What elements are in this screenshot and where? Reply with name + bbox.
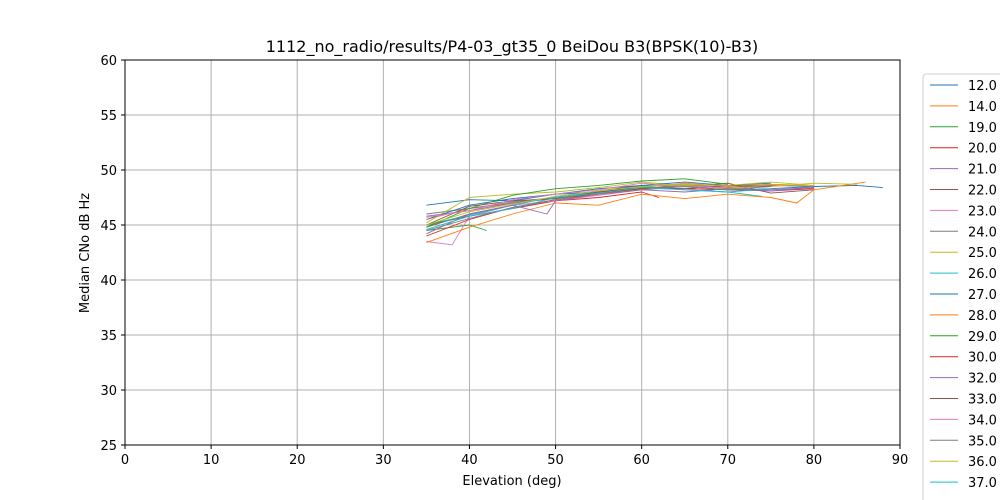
y-axis-label: Median CNo dB Hz: [78, 193, 93, 313]
x-tick-label: 50: [547, 453, 564, 468]
legend-box: [922, 73, 1000, 500]
y-tick-label: 40: [100, 274, 117, 289]
x-tick-label: 80: [806, 453, 823, 468]
legend-entry: 27.0: [968, 288, 997, 303]
y-axis: 25 30 35 40 45 50 55 60: [100, 54, 125, 454]
legend-entry: 35.0: [968, 434, 997, 449]
x-tick-label: 20: [289, 453, 306, 468]
y-tick-label: 30: [100, 384, 117, 399]
y-tick-label: 55: [100, 109, 117, 124]
legend-entry: 19.0: [968, 121, 997, 136]
y-tick-label: 45: [100, 219, 117, 234]
series-line-12-0: [426, 184, 883, 206]
x-tick-label: 70: [720, 453, 737, 468]
series-line-28-0: [426, 181, 866, 244]
legend-entry: 37.0: [968, 476, 997, 491]
y-tick-label: 60: [100, 54, 117, 69]
x-tick-label: 90: [892, 453, 909, 468]
x-tick-label: 40: [461, 453, 478, 468]
legend-entry: 21.0: [968, 163, 997, 178]
legend-entry: 33.0: [968, 393, 997, 408]
legend-entry: 23.0: [968, 204, 997, 219]
legend-entry: 34.0: [968, 413, 997, 428]
x-tick-label: 0: [121, 453, 129, 468]
x-tick-label: 60: [633, 453, 650, 468]
series-line-27-0: [426, 181, 771, 220]
series-line-25-0: [426, 181, 857, 224]
legend-entry: 36.0: [968, 455, 997, 470]
series-line-35-0: [426, 186, 771, 231]
legend-entry: 22.0: [968, 184, 997, 199]
legend: 12.0 14.0 19.0 20.0 21.0 22.0 23.0 24.0 25.0 26.0…: [922, 73, 1000, 500]
legend-entry: 32.0: [968, 372, 997, 387]
x-tick-label: 30: [375, 453, 392, 468]
legend-entry: 30.0: [968, 351, 997, 366]
series-line-37-0: [426, 187, 771, 230]
legend-entry: 29.0: [968, 330, 997, 345]
legend-entry: 28.0: [968, 309, 997, 324]
legend-entry: 14.0: [968, 100, 997, 115]
series-line-34-0: [426, 182, 728, 218]
series-line-33-0: [426, 184, 771, 226]
legend-entry: 24.0: [968, 225, 997, 240]
y-tick-label: 50: [100, 164, 117, 179]
legend-entry: 26.0: [968, 267, 997, 282]
legend-entry: 20.0: [968, 142, 997, 157]
x-axis-label: Elevation (deg): [462, 474, 561, 489]
x-axis: 0 10 20 30 40 50 60 70 80 90: [121, 445, 908, 468]
y-tick-label: 35: [100, 329, 117, 344]
x-tick-label: 10: [203, 453, 220, 468]
legend-entry: 25.0: [968, 246, 997, 261]
legend-entry: 12.0: [968, 79, 997, 94]
series-line-19-0: [426, 224, 487, 231]
plot-frame: [124, 59, 901, 446]
series-layer: [426, 178, 883, 246]
series-line-29-0: [426, 178, 728, 228]
y-tick-label: 25: [100, 439, 117, 454]
series-line-36-0: [426, 181, 814, 226]
chart-title: 1112_no_radio/results/P4-03_gt35_0 BeiDo…: [266, 37, 759, 57]
